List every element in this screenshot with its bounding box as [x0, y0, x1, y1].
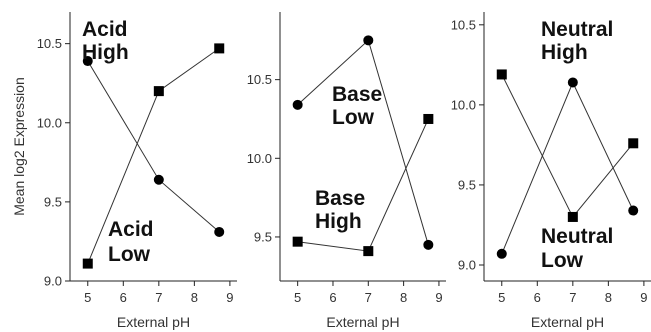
annotation-label: Base — [332, 83, 382, 106]
x-tick-label: 8 — [400, 290, 407, 305]
data-point-square — [214, 43, 225, 54]
annotation-label: High — [315, 210, 362, 233]
annotation-label: Low — [108, 243, 151, 266]
x-tick-label: 5 — [294, 290, 301, 305]
data-point-circle — [153, 174, 164, 185]
data-point-square — [292, 236, 303, 247]
y-tick-label: 9.0 — [44, 274, 62, 289]
data-point-circle — [567, 77, 578, 88]
y-tick-label: 9.5 — [44, 194, 62, 209]
data-point-circle — [423, 239, 434, 250]
annotation-label: Low — [332, 106, 375, 129]
x-tick-label: 9 — [435, 290, 442, 305]
y-tick-label: 9.5 — [458, 177, 476, 192]
annotation-label: Acid — [82, 18, 128, 41]
y-tick-label: 9.5 — [254, 229, 272, 244]
x-tick-label: 6 — [329, 290, 336, 305]
y-tick-label: 10.5 — [247, 72, 272, 87]
series-line-circle — [87, 60, 220, 233]
x-tick-label: 9 — [226, 290, 233, 305]
annotation-label: Neutral — [541, 18, 613, 41]
x-tick-label: 5 — [84, 290, 91, 305]
data-point-circle — [363, 35, 374, 46]
data-point-circle — [214, 226, 225, 237]
x-tick-label: 6 — [534, 290, 541, 305]
y-tick-label: 9.0 — [458, 257, 476, 272]
x-axis-title: External pH — [326, 314, 399, 330]
annotation-label: High — [541, 41, 588, 64]
data-point-square — [496, 69, 507, 80]
x-tick-label: 8 — [605, 290, 612, 305]
x-tick-label: 8 — [191, 290, 198, 305]
y-tick-label: 10.5 — [37, 36, 62, 51]
y-tick-label: 10.0 — [37, 115, 62, 130]
chart-panel-1: 5 6 7 8 9 9.0 9.5 10.0 10.5 External pH Mean log2 … — [11, 12, 237, 330]
data-point-square — [567, 211, 578, 222]
data-point-circle — [496, 248, 507, 259]
x-tick-label: 9 — [640, 290, 647, 305]
annotation-label: Neutral — [541, 225, 613, 248]
x-tick-label: 5 — [498, 290, 505, 305]
x-tick-label: 7 — [569, 290, 576, 305]
annotation-label: Base — [315, 187, 365, 210]
data-point-square — [628, 138, 639, 149]
y-tick-label: 10.5 — [451, 17, 476, 32]
x-tick-label: 7 — [365, 290, 372, 305]
x-tick-label: 7 — [155, 290, 162, 305]
annotation-label: High — [82, 41, 129, 64]
annotation-label: Acid — [108, 218, 154, 241]
data-point-square — [363, 246, 374, 257]
y-axis-title: Mean log2 Expression — [11, 77, 27, 216]
data-point-square — [82, 258, 93, 269]
data-point-square — [423, 113, 434, 124]
data-point-circle — [628, 205, 639, 216]
data-point-circle — [82, 56, 93, 67]
x-tick-label: 6 — [120, 290, 127, 305]
data-point-square — [153, 86, 164, 97]
x-axis-title: External pH — [117, 314, 190, 330]
y-tick-label: 10.0 — [247, 151, 272, 166]
y-tick-label: 10.0 — [451, 97, 476, 112]
x-axis-title: External pH — [531, 314, 604, 330]
annotation-label: Low — [541, 249, 584, 272]
data-point-circle — [292, 99, 303, 110]
